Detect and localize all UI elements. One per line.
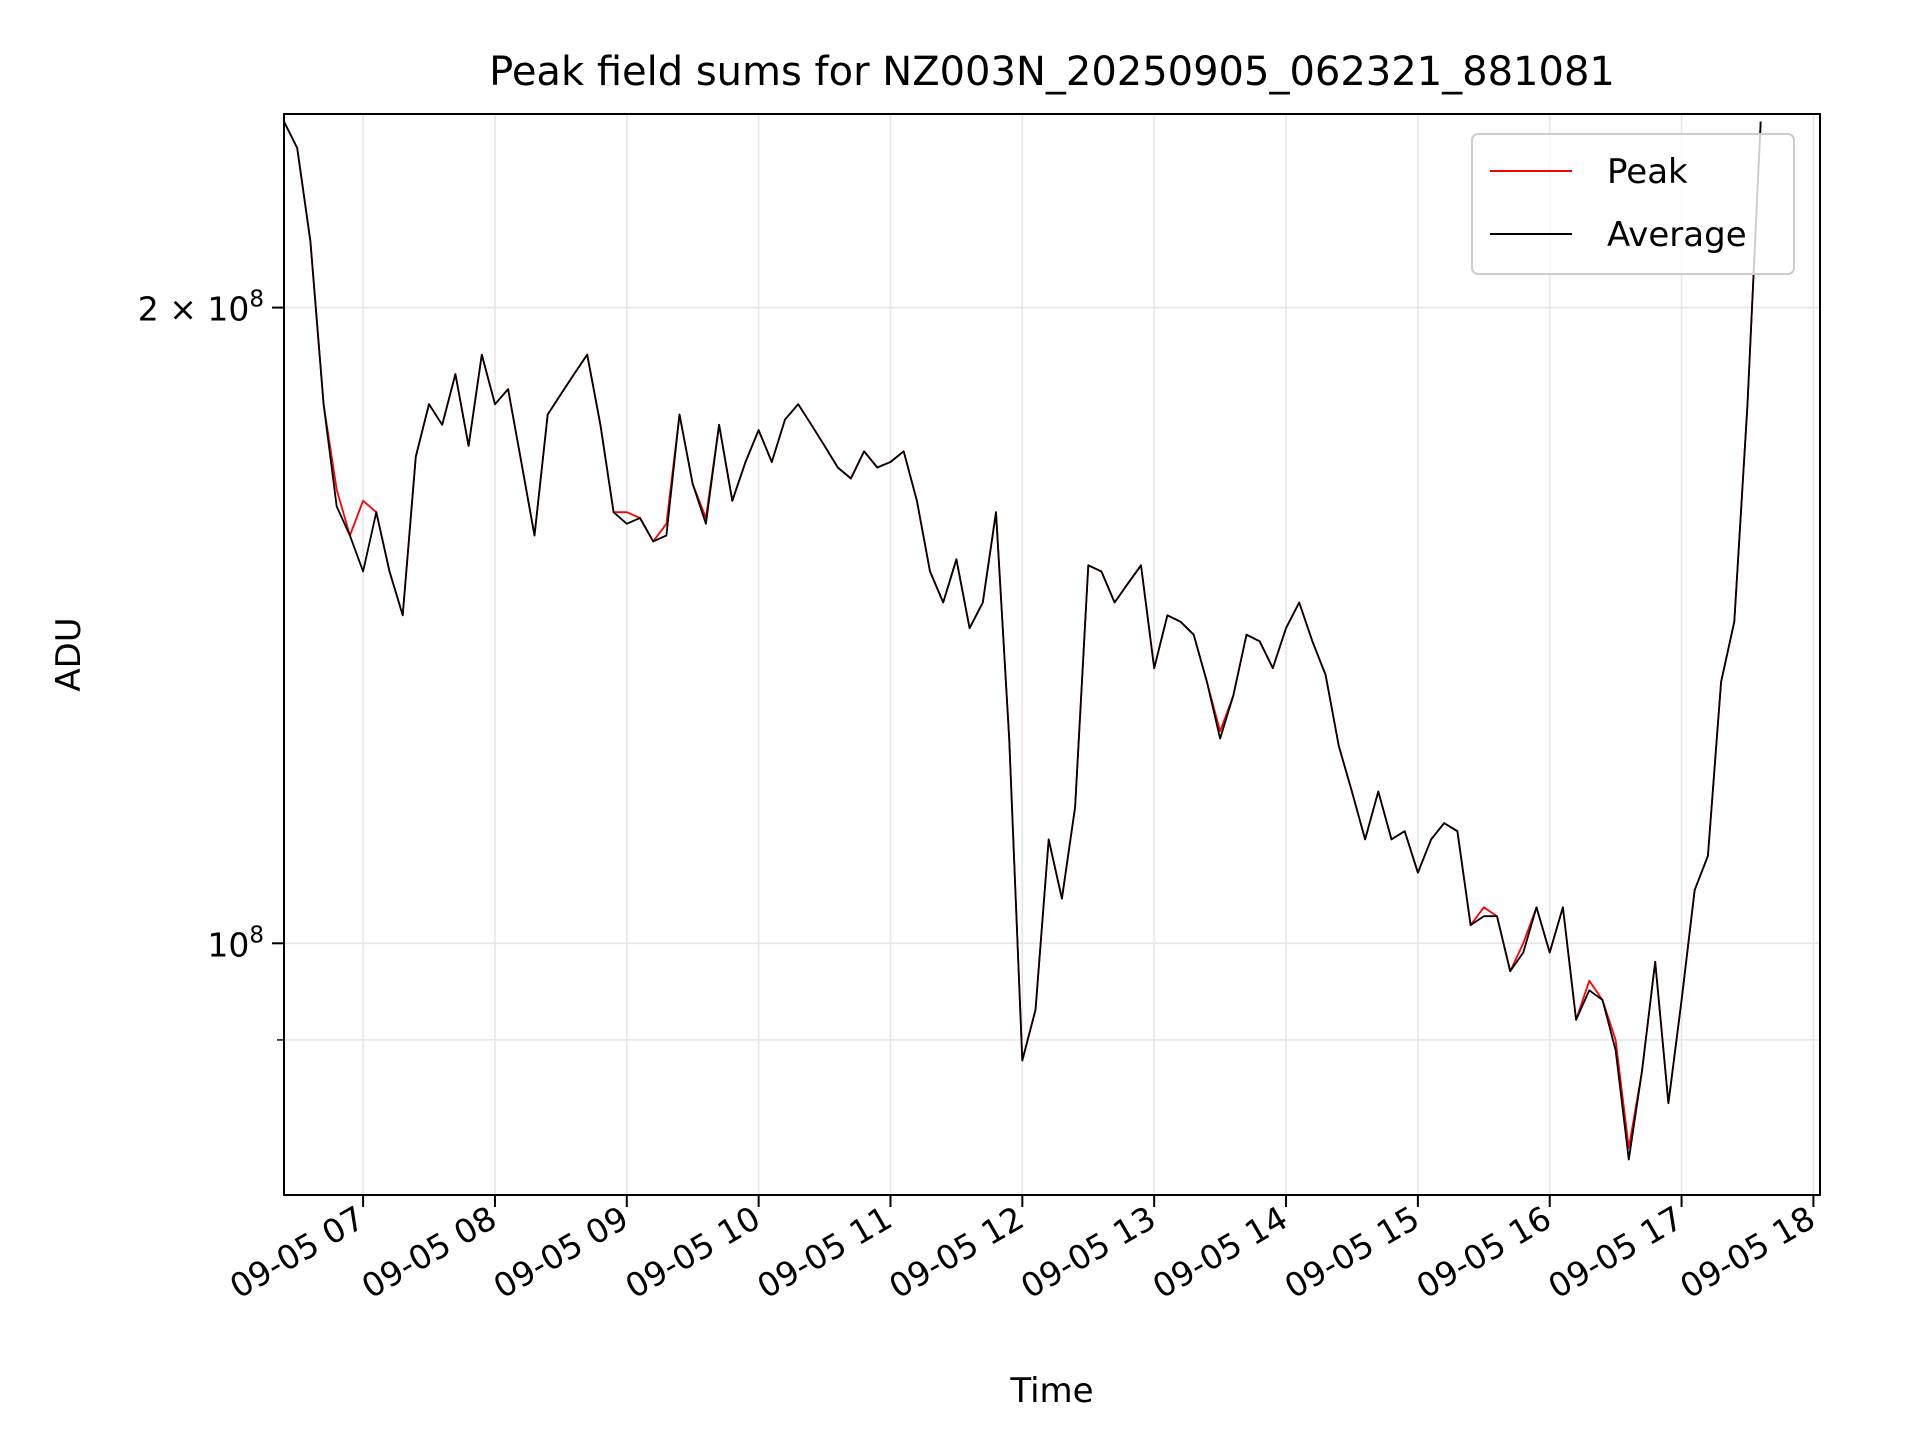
plot-frame [283, 113, 1821, 1196]
chart-title: Peak field sums for NZ003N_20250905_0623… [489, 49, 1615, 95]
legend-label-peak: Peak [1607, 152, 1688, 192]
series-line-average [283, 121, 1762, 1161]
y-tick-label: 108 [207, 922, 264, 964]
legend-box [1471, 133, 1795, 275]
grid-layer [284, 114, 1820, 1195]
legend-label-average: Average [1607, 215, 1747, 255]
series-layer [283, 121, 1762, 1161]
y-axis-label: ADU [49, 617, 89, 691]
x-axis-label: Time [1009, 1371, 1093, 1411]
y-tick-label: 2 × 108 [138, 287, 264, 329]
legend: Peak Average [1471, 133, 1795, 275]
